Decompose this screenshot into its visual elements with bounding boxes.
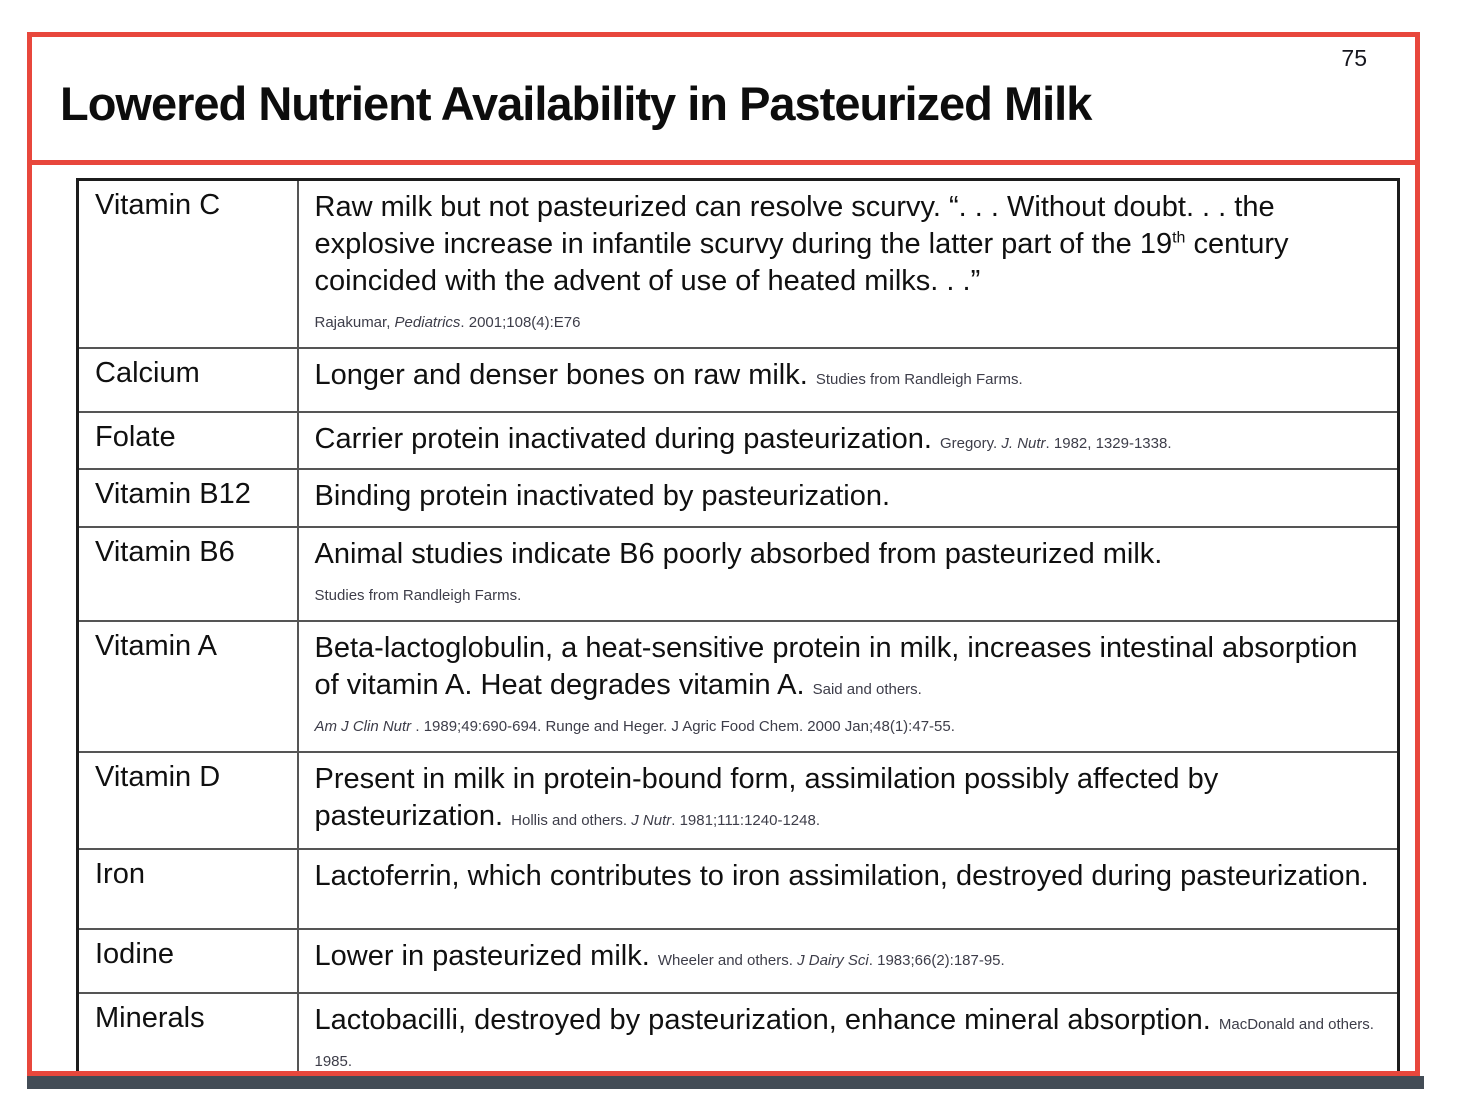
nutrient-table-body: Vitamin C Raw milk but not pasteurized ca… [76, 178, 1400, 1071]
slide: Lowered Nutrient Availability in Pasteur… [27, 32, 1420, 1076]
bottom-shadow-bar [27, 1076, 1424, 1089]
table-row: Vitamin B6 Animal studies indicate B6 poo… [76, 526, 1400, 622]
citation-text: . 1982, 1329-1338. [1045, 435, 1172, 452]
slide-number: 75 [1341, 45, 1367, 71]
citation-text: . 1981;111:1240-1248. [671, 812, 820, 829]
description-text: Beta-lactoglobulin, a heat-sensitive pro… [314, 632, 1358, 701]
description-cell: Animal studies indicate B6 poorly absorb… [296, 526, 1400, 622]
description-text: Raw milk but not pasteurized can resolve… [314, 191, 1275, 260]
citation-text: Studies from Randleigh Farms. [815, 371, 1023, 388]
description-cell: Longer and denser bones on raw milk. Stu… [296, 347, 1400, 413]
nutrient-cell: Vitamin B12 [76, 468, 299, 528]
citation-text: J Dairy Sci [797, 952, 869, 969]
description-cell: Binding protein inactivated by pasteuriz… [296, 468, 1400, 528]
description-text: century coincided with the advent of use… [314, 228, 1289, 297]
nutrient-cell: Calcium [76, 347, 299, 413]
citation-text: Said and others. [812, 681, 922, 698]
description-text: Lower in pasteurized milk. [314, 940, 658, 972]
title-bar: Lowered Nutrient Availability in Pasteur… [32, 37, 1415, 165]
description-text: Present in milk in protein-bound form, a… [314, 763, 1219, 832]
nutrient-cell: Vitamin D [76, 751, 299, 850]
citation-text: . 1983;66(2):187-95. [868, 952, 1005, 969]
nutrient-cell: Iodine [76, 928, 299, 994]
nutrient-cell: Vitamin C [76, 178, 299, 349]
table-row: Folate Carrier protein inactivated during… [76, 411, 1400, 470]
citation-text: Gregory. [939, 435, 1002, 452]
table-row: Calcium Longer and denser bones on raw mi… [76, 347, 1400, 413]
nutrient-cell: Vitamin A [76, 620, 299, 753]
table-row: Vitamin B12 Binding protein inactivated b… [76, 468, 1400, 528]
citation-text: Am J Clin Nutr [314, 718, 412, 735]
table-row: Minerals Lactobacilli, destroyed by paste… [76, 992, 1400, 1071]
description-text: th [1172, 229, 1186, 247]
description-cell: Carrier protein inactivated during paste… [296, 411, 1400, 470]
description-cell: Lactobacilli, destroyed by pasteurizatio… [296, 992, 1400, 1071]
citation-text: Rajakumar, [314, 314, 395, 331]
citation-text: Studies from Randleigh Farms. [314, 587, 522, 604]
nutrient-cell: Folate [76, 411, 299, 470]
page-title: Lowered Nutrient Availability in Pasteur… [60, 77, 1092, 130]
citation-text: MacDonald and others. 1985. [314, 1016, 1374, 1070]
description-cell: Present in milk in protein-bound form, a… [296, 751, 1400, 850]
citation-text: . 2001;108(4):E76 [460, 314, 581, 331]
citation-text: J Nutr [631, 812, 672, 829]
description-cell: Beta-lactoglobulin, a heat-sensitive pro… [296, 620, 1400, 753]
description-text: Carrier protein inactivated during paste… [314, 423, 940, 455]
description-cell: Raw milk but not pasteurized can resolve… [296, 178, 1400, 349]
citation-text: . 1989;49:690-694. Runge and Heger. J Ag… [411, 718, 955, 735]
citation-text: Hollis and others. [511, 812, 632, 829]
description-cell: Lactoferrin, which contributes to iron a… [296, 848, 1400, 930]
citation-text: Pediatrics [394, 314, 461, 331]
description-text: Lactoferrin, which contributes to iron a… [314, 860, 1369, 892]
table-row: Iron Lactoferrin, which contributes to ir… [76, 848, 1400, 930]
table-row: Vitamin C Raw milk but not pasteurized ca… [76, 178, 1400, 349]
citation-text: Wheeler and others. [657, 952, 798, 969]
description-text: Lactobacilli, destroyed by pasteurizatio… [314, 1004, 1219, 1036]
nutrient-table: Vitamin C Raw milk but not pasteurized ca… [76, 178, 1400, 1071]
description-text: Longer and denser bones on raw milk. [314, 359, 816, 391]
description-cell: Lower in pasteurized milk. Wheeler and o… [296, 928, 1400, 994]
nutrient-cell: Vitamin B6 [76, 526, 299, 622]
table-row: Vitamin D Present in milk in protein-boun… [76, 751, 1400, 850]
citation-text: J. Nutr [1001, 435, 1046, 452]
description-text: Animal studies indicate B6 poorly absorb… [314, 538, 1163, 570]
nutrient-cell: Iron [76, 848, 299, 930]
table-row: Iodine Lower in pasteurized milk. Wheeler… [76, 928, 1400, 994]
description-text: Binding protein inactivated by pasteuriz… [314, 480, 891, 512]
table-row: Vitamin A Beta-lactoglobulin, a heat-sens… [76, 620, 1400, 753]
nutrient-cell: Minerals [76, 992, 299, 1071]
